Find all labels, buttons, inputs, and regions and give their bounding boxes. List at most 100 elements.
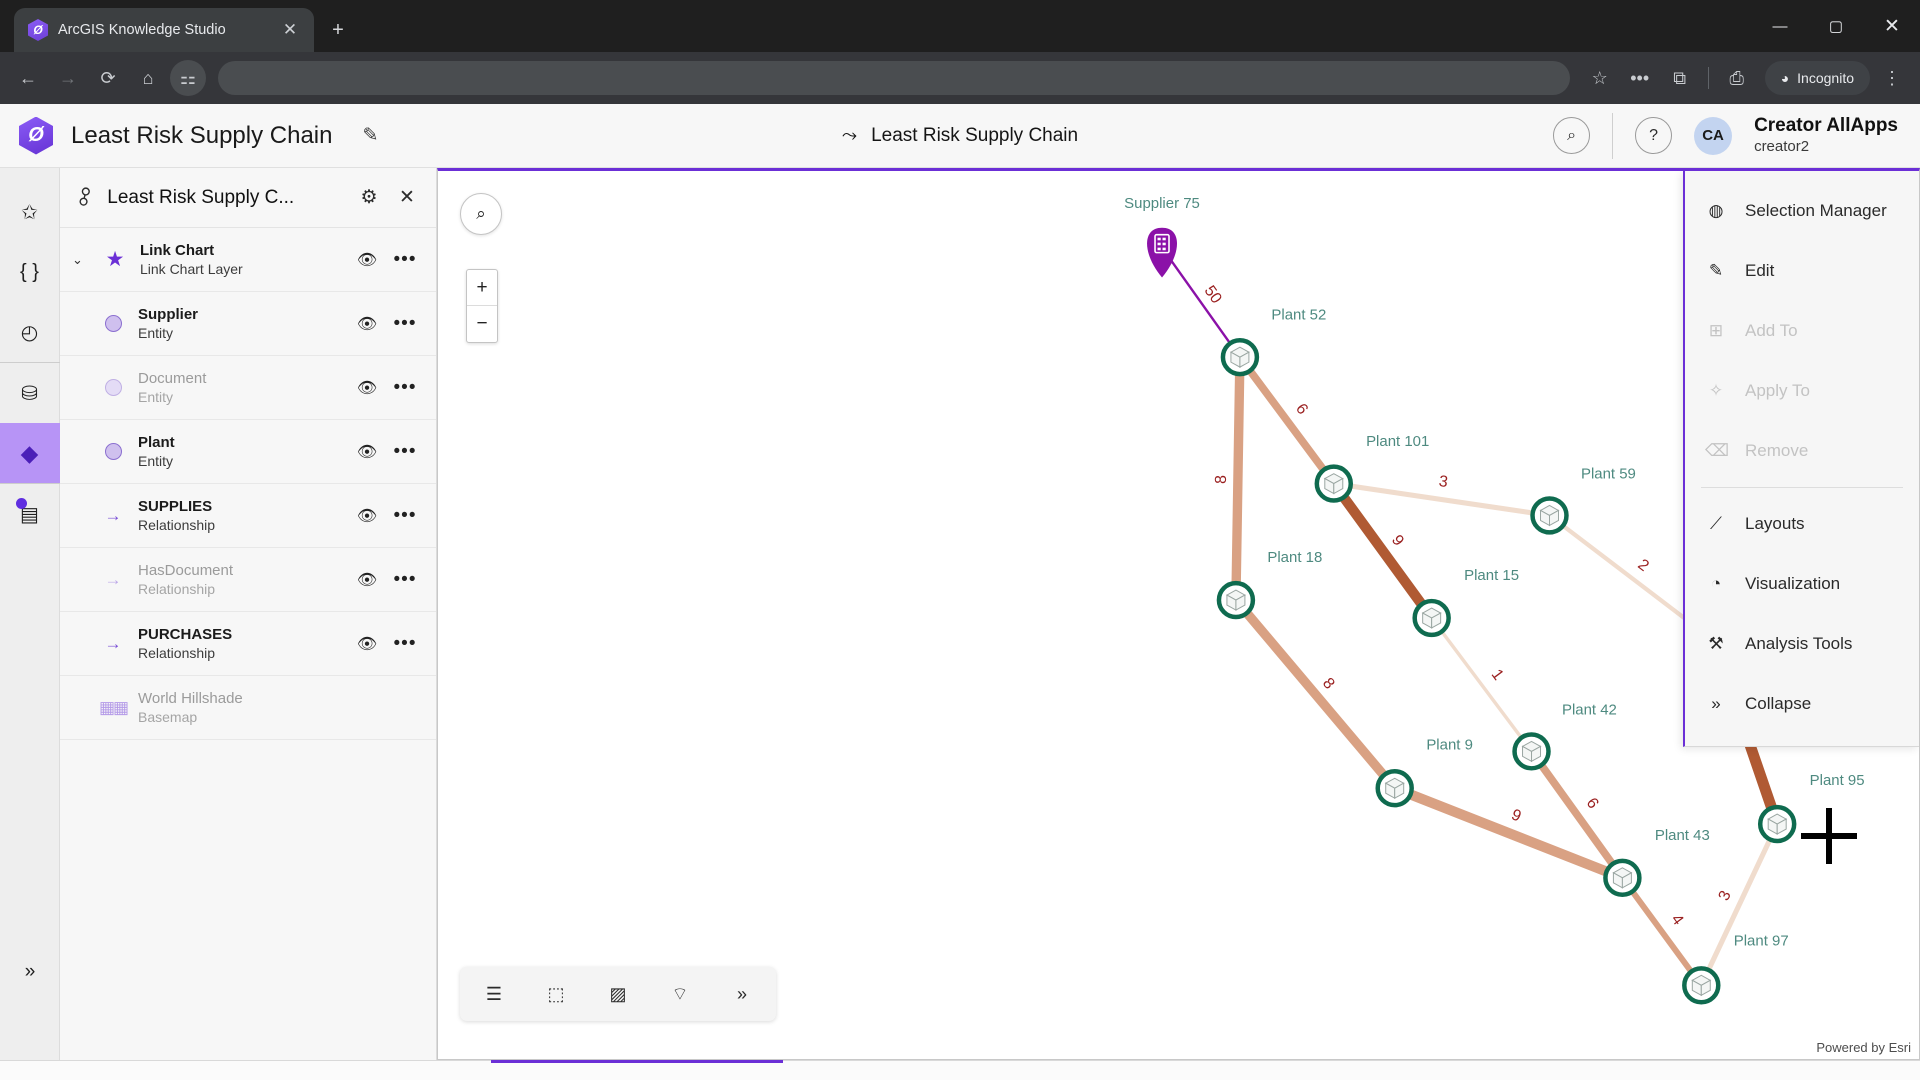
graph-node-plant[interactable] [1220,337,1260,377]
graph-node-plant[interactable] [1375,769,1414,808]
eye-visibility-icon[interactable]: 👁 [356,315,378,333]
more-options-icon[interactable]: ••• [393,632,417,654]
layer-row-document[interactable]: Document Entity 👁 ••• [60,356,436,420]
link-chart-icon: ⤳ [841,124,858,146]
rail-item-query[interactable]: { } [0,242,60,302]
graph-node-plant[interactable] [1412,598,1451,638]
eye-visibility-icon[interactable]: 👁 [356,507,378,525]
new-tab-icon[interactable]: + [332,18,344,41]
search-icon[interactable]: ⌕ [1553,117,1591,154]
reload-icon[interactable]: ⟳ [100,67,116,88]
more-options-icon[interactable]: ••• [393,376,417,398]
context-menu-item-analysis-tools[interactable]: ⚒ Analysis Tools [1685,614,1919,674]
graph-edge[interactable] [1698,821,1780,988]
avatar[interactable]: CA [1694,116,1733,155]
select-rectangle-icon[interactable]: ⬚ [547,983,565,1004]
eye-visibility-icon[interactable]: 👁 [356,635,378,653]
zoom-out-button[interactable]: − [476,313,488,334]
cast-icon[interactable]: ⎙ [1729,67,1744,88]
context-menu-item-selection-manager[interactable]: ◍ Selection Manager [1685,181,1919,241]
rail-expand-icon[interactable]: » [24,961,36,982]
eye-visibility-icon[interactable]: 👁 [356,251,378,269]
incognito-label: Incognito [1797,70,1854,86]
more-options-icon[interactable]: ••• [393,568,417,590]
view-tab-knowledge-graph[interactable]: ✩Knowledge Graph✕ [60,1061,302,1080]
more-options-icon[interactable]: ••• [393,312,417,334]
rail-item-save[interactable]: ▤ [0,484,60,544]
eye-visibility-icon[interactable]: 👁 [356,571,378,589]
more-options-icon[interactable]: ••• [393,504,417,526]
browser-tabstrip: Ø ArcGIS Knowledge Studio ✕ + — ▢ ✕ [0,0,1920,52]
layer-row-purchases[interactable]: → PURCHASES Relationship 👁 ••• [60,612,436,676]
graph-edge[interactable] [1429,616,1534,754]
browser-menu-icon[interactable]: ⋮ [1883,67,1901,88]
browser-tab-arcgis[interactable]: Ø ArcGIS Knowledge Studio ✕ [14,8,314,52]
gear-icon[interactable]: ⚙ [360,187,378,208]
rail-item-dashboard[interactable]: ◴ [0,302,60,362]
view-tab-dashboard[interactable]: ◴Dashboard✕ [302,1061,491,1080]
context-menu-item-collapse[interactable]: » Collapse [1685,674,1919,734]
context-menu-item-edit[interactable]: ✎ Edit [1685,241,1919,301]
user-block[interactable]: Creator AllApps creator2 [1754,115,1898,155]
graph-edge[interactable] [1231,352,1245,605]
pencil-edit-icon[interactable]: ✎ [362,125,379,146]
graph-edge[interactable] [1331,481,1553,519]
home-icon[interactable]: ⌂ [142,67,154,88]
graph-edge[interactable] [1527,747,1627,882]
window-maximize-icon[interactable]: ▢ [1828,18,1844,35]
more-options-icon[interactable]: ••• [393,440,417,462]
eye-visibility-icon[interactable]: 👁 [356,379,378,397]
graph-edge[interactable] [1231,595,1400,793]
graph-edge[interactable] [1236,353,1338,488]
split-view-icon[interactable]: ⚏ [170,60,206,96]
back-icon[interactable]: ← [19,67,37,88]
layer-row-supplies[interactable]: → SUPPLIES Relationship 👁 ••• [60,484,436,548]
forward-icon[interactable]: → [59,67,77,88]
close-icon[interactable]: ✕ [399,187,415,208]
layer-row-world-hillshade[interactable]: ▦▦ World Hillshade Basemap [60,676,436,740]
bookmark-star-icon[interactable]: ☆ [1591,67,1608,88]
more-tools-icon[interactable]: » [736,983,747,1004]
graph-node-supplier[interactable] [1147,227,1178,278]
layer-row-plant[interactable]: Plant Entity 👁 ••• [60,420,436,484]
graph-edge[interactable] [1160,246,1242,360]
layer-row-hasdocument[interactable]: → HasDocument Relationship 👁 ••• [60,548,436,612]
graph-edge[interactable] [1619,874,1705,989]
more-options-icon[interactable]: ••• [393,248,417,270]
rail-item-layers[interactable]: ◆ [0,423,60,483]
graph-node-plant[interactable] [1603,858,1642,897]
graph-node-plant[interactable] [1512,732,1551,771]
map-search-icon[interactable]: ⌕ [460,193,502,235]
zoom-in-button[interactable]: + [467,270,497,306]
graph-node-plant[interactable] [1757,804,1797,844]
chevron-down-icon[interactable]: ⌄ [72,251,83,267]
context-menu-item-visualization[interactable]: ◔ Visualization [1685,554,1919,614]
graph-edge[interactable] [1389,783,1628,883]
graph-node-plant[interactable] [1530,496,1569,535]
more-extensions-icon[interactable]: ••• [1630,67,1650,88]
address-bar[interactable] [218,61,1570,95]
incognito-indicator[interactable]: ◕ Incognito [1764,61,1870,95]
layer-row-link-chart[interactable]: ⌄ ★ Link Chart Link Chart Layer 👁 ••• [60,228,436,292]
layer-row-supplier[interactable]: Supplier Entity 👁 ••• [60,292,436,356]
window-close-icon[interactable]: ✕ [1884,15,1900,37]
app-logo-glyph: Ø [28,124,44,146]
view-tab-least-risk-supply-chain[interactable]: ⤳Least Risk Supply Chain [491,1060,783,1080]
select-features-icon[interactable]: ▨ [609,983,627,1004]
rail-item-knowledge-graph[interactable]: ✩ [0,182,60,242]
context-menu-item-layouts[interactable]: ⟋ Layouts [1685,494,1919,554]
eye-visibility-icon[interactable]: 👁 [356,443,378,461]
attribute-table-icon[interactable]: ☰ [485,983,503,1004]
graph-edge[interactable] [1328,478,1437,624]
graph-node-plant[interactable] [1682,966,1721,1005]
select-polygon-icon[interactable]: ⌔ [671,983,689,1004]
help-icon[interactable]: ? [1635,117,1673,154]
graph-node-plant[interactable] [1314,464,1354,503]
graph-node-plant[interactable] [1216,580,1256,620]
rail-item-hierarchy[interactable]: ⛁ [0,363,60,423]
graph-edges [1160,246,1783,989]
window-minimize-icon[interactable]: — [1772,17,1788,35]
close-icon[interactable]: ✕ [282,20,298,39]
puzzle-extensions-icon[interactable]: ⧉ [1673,67,1687,88]
